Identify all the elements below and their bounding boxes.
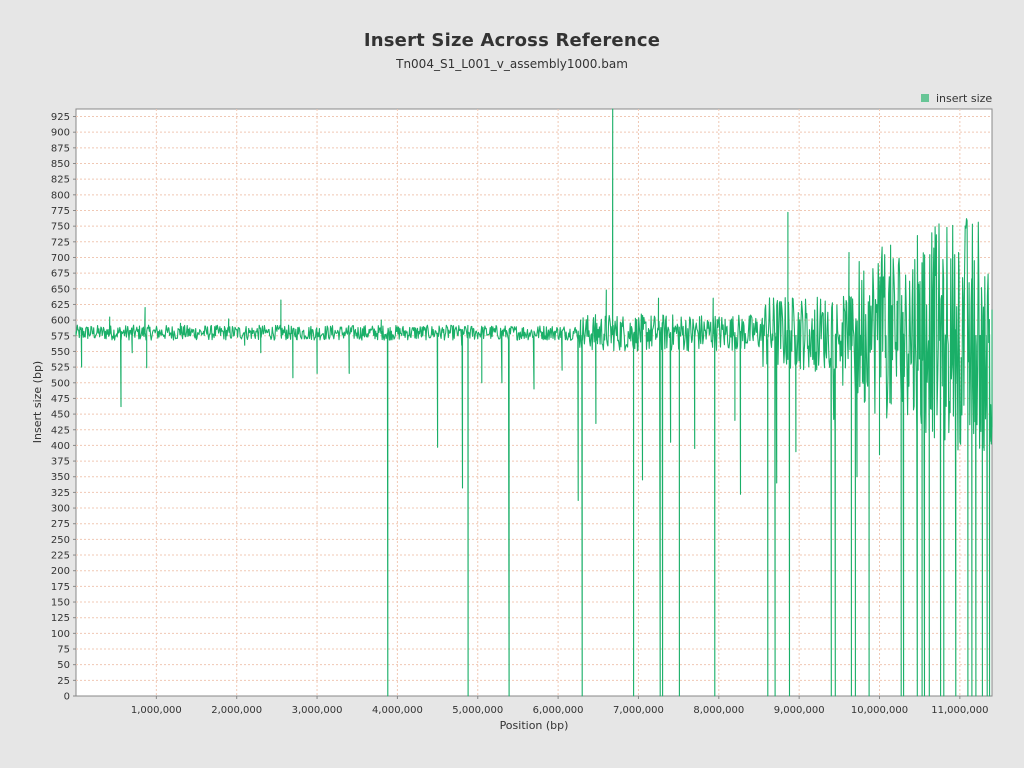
x-tick-label: 9,000,000	[774, 705, 825, 716]
y-tick-label: 175	[51, 582, 70, 593]
chart-title: Insert Size Across Reference	[363, 30, 661, 51]
grid-lines	[76, 109, 992, 696]
y-tick-label: 725	[51, 237, 70, 248]
x-tick-label: 10,000,000	[851, 705, 908, 716]
y-tick-label: 625	[51, 300, 70, 311]
x-tick-label: 11,000,000	[931, 705, 988, 716]
y-tick-label: 675	[51, 269, 70, 280]
y-tick-label: 700	[51, 253, 70, 264]
y-tick-label: 350	[51, 472, 70, 483]
y-axis-label: Insert size (bp)	[31, 361, 44, 443]
x-tick-label: 2,000,000	[211, 705, 262, 716]
y-tick-label: 0	[64, 692, 70, 703]
y-tick-label: 850	[51, 159, 70, 170]
x-tick-label: 5,000,000	[452, 705, 503, 716]
y-tick-label: 525	[51, 363, 70, 374]
plot-area	[75, 108, 993, 697]
x-tick-label: 1,000,000	[131, 705, 182, 716]
y-tick-label: 500	[51, 378, 70, 389]
y-tick-label: 375	[51, 457, 70, 468]
y-tick-label: 100	[51, 629, 70, 640]
y-tick-label: 325	[51, 488, 70, 499]
x-axis-ticks: 1,000,000 2,000,000 3,000,000 4,000,000 5,00…	[131, 696, 988, 716]
y-tick-label: 450	[51, 410, 70, 421]
legend-swatch	[921, 94, 929, 102]
chart-subtitle: Tn004_S1_L001_v_assembly1000.bam	[396, 57, 628, 71]
x-tick-label: 8,000,000	[693, 705, 744, 716]
y-tick-label: 825	[51, 175, 70, 186]
y-tick-label: 25	[57, 676, 70, 687]
y-tick-label: 75	[57, 645, 70, 656]
series-line	[75, 108, 993, 697]
y-tick-label: 650	[51, 284, 70, 295]
y-tick-label: 925	[51, 112, 70, 123]
y-tick-label: 550	[51, 347, 70, 358]
x-tick-label: 6,000,000	[533, 705, 584, 716]
y-tick-label: 900	[51, 128, 70, 139]
y-tick-label: 475	[51, 394, 70, 405]
y-tick-label: 775	[51, 206, 70, 217]
series-insert-size	[75, 108, 993, 697]
x-axis-label: Position (bp)	[500, 719, 569, 732]
y-tick-label: 300	[51, 504, 70, 515]
y-tick-label: 750	[51, 222, 70, 233]
x-tick-label: 3,000,000	[292, 705, 343, 716]
y-tick-label: 400	[51, 441, 70, 452]
x-tick-label: 7,000,000	[613, 705, 664, 716]
y-tick-label: 225	[51, 551, 70, 562]
y-tick-label: 425	[51, 425, 70, 436]
y-tick-label: 200	[51, 566, 70, 577]
y-tick-label: 600	[51, 316, 70, 327]
y-tick-label: 275	[51, 519, 70, 530]
y-tick-label: 150	[51, 598, 70, 609]
y-tick-label: 875	[51, 143, 70, 154]
legend: insert size	[921, 92, 992, 105]
y-axis-ticks: 0 25 50 75 100 125 150 175 200 225 250 275 300 325 350…	[51, 112, 76, 703]
y-tick-label: 250	[51, 535, 70, 546]
y-tick-label: 50	[57, 660, 70, 671]
x-tick-label: 4,000,000	[372, 705, 423, 716]
y-tick-label: 800	[51, 190, 70, 201]
legend-label: insert size	[936, 92, 992, 105]
y-tick-label: 125	[51, 613, 70, 624]
y-tick-label: 575	[51, 331, 70, 342]
